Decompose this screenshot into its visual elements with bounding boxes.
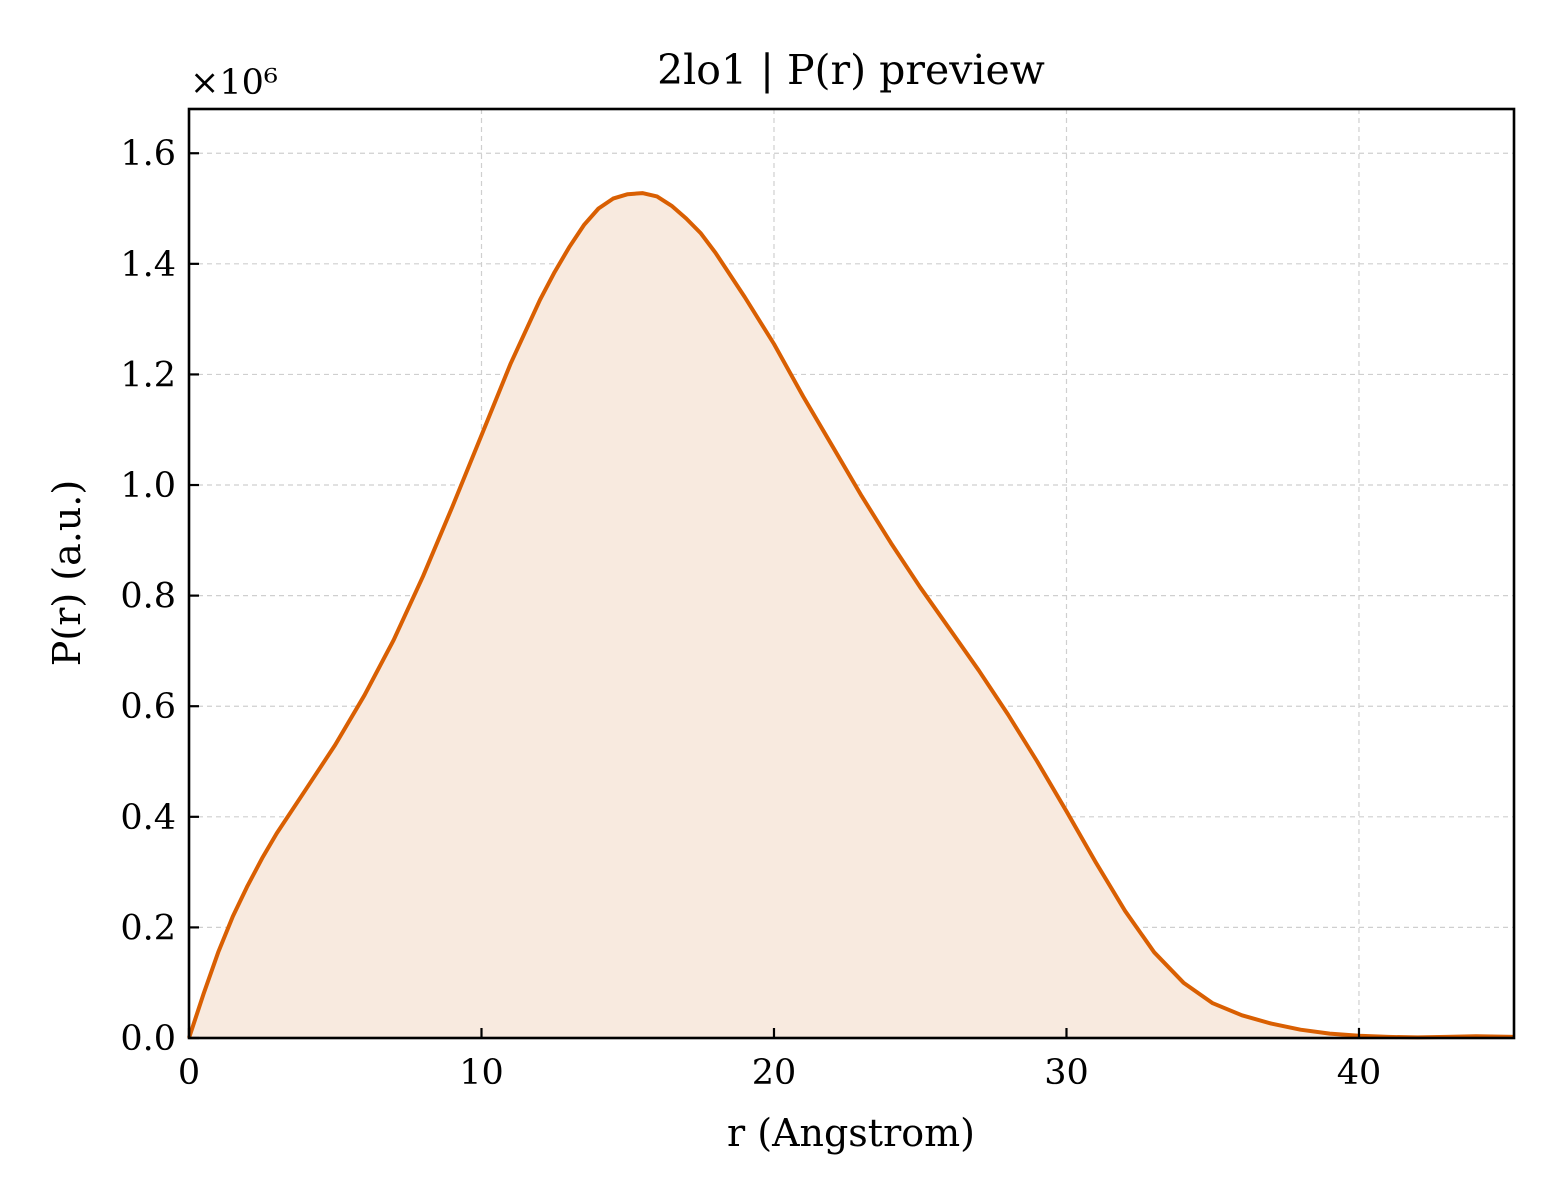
x-tick-label: 40 — [1337, 1053, 1382, 1093]
chart-title: 2lo1 | P(r) preview — [657, 46, 1045, 94]
y-offset-label: ×10⁶ — [190, 63, 278, 103]
y-tick-label: 1.0 — [120, 466, 176, 506]
pr-series-line — [187, 191, 1515, 1040]
x-axis-title: r (Angstrom) — [727, 1111, 975, 1155]
y-tick-label: 1.2 — [120, 355, 176, 395]
y-axis-title: P(r) (a.u.) — [45, 480, 89, 666]
x-tick-label: 10 — [459, 1053, 504, 1093]
y-tick-label: 1.6 — [120, 134, 176, 174]
y-tick-label: 0.4 — [120, 798, 176, 838]
y-tick-label: 0.0 — [120, 1019, 176, 1059]
y-tick-label: 0.2 — [120, 908, 176, 948]
y-tick-label: 1.4 — [120, 245, 176, 285]
x-tick-label: 30 — [1044, 1053, 1089, 1093]
x-tick-label: 0 — [178, 1053, 200, 1093]
y-tick-label: 0.6 — [120, 687, 176, 727]
plot-frame — [187, 107, 1516, 1040]
y-tick-label: 0.8 — [120, 577, 176, 617]
pr-area-fill — [189, 193, 1514, 1039]
x-tick-label: 20 — [752, 1053, 797, 1093]
